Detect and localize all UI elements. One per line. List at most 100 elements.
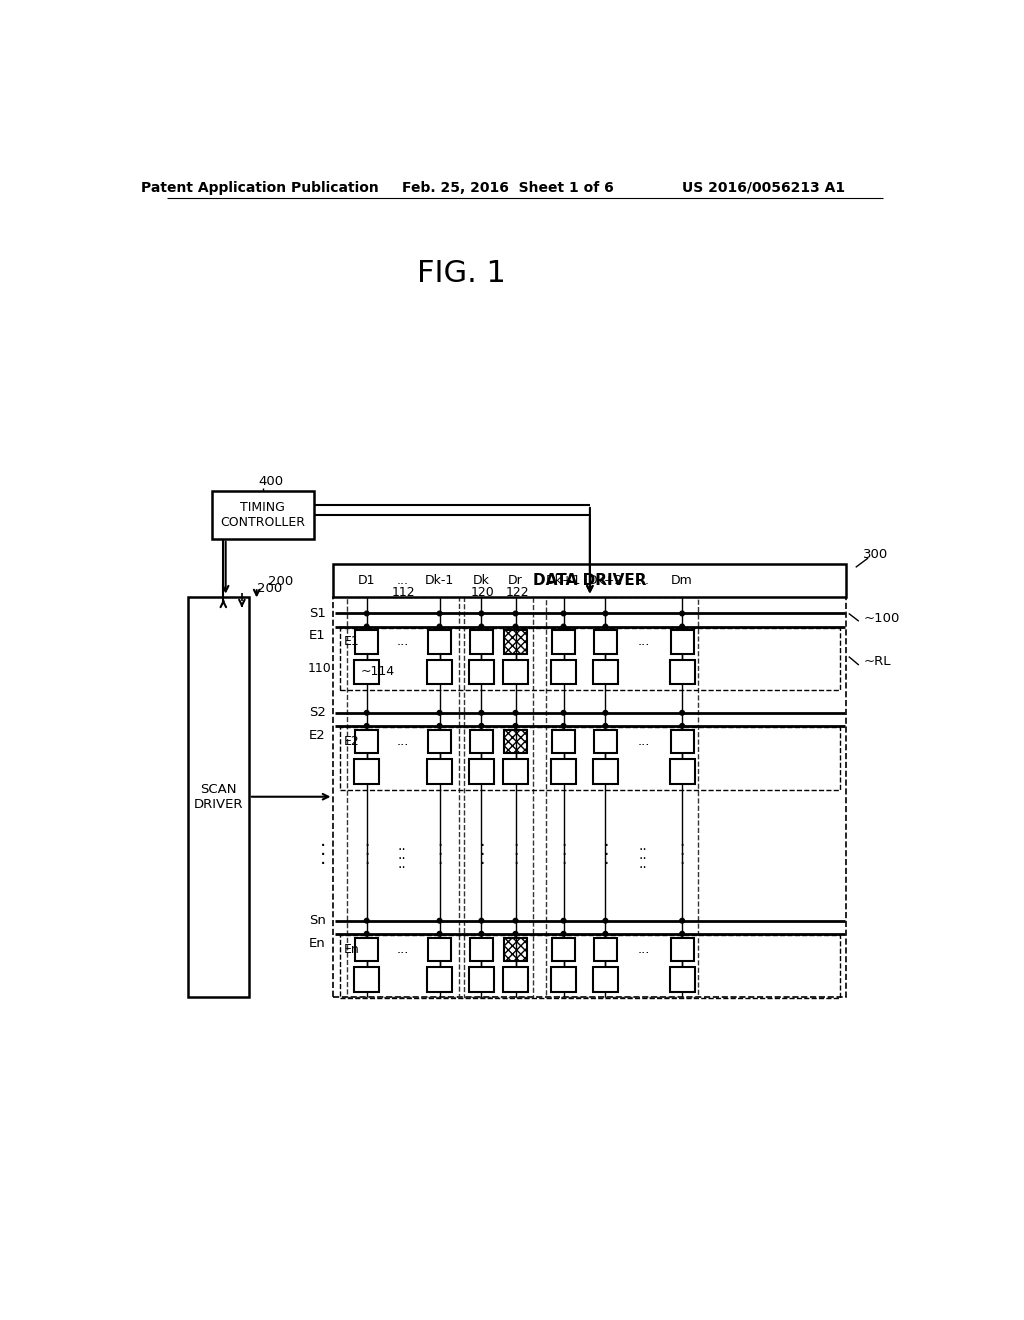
Text: ~RL: ~RL xyxy=(863,655,891,668)
Text: 112: 112 xyxy=(391,586,415,599)
Bar xyxy=(546,597,697,997)
Circle shape xyxy=(561,932,566,936)
Circle shape xyxy=(437,710,442,715)
Bar xyxy=(594,937,617,961)
Circle shape xyxy=(437,932,442,936)
Bar xyxy=(427,660,452,684)
Bar xyxy=(504,631,527,653)
Bar xyxy=(470,730,493,752)
Bar xyxy=(469,759,494,784)
Text: TIMING
CONTROLLER: TIMING CONTROLLER xyxy=(220,500,305,529)
Circle shape xyxy=(513,624,518,628)
Text: ..: .. xyxy=(398,849,407,862)
Text: ·: · xyxy=(365,855,370,874)
Text: ·: · xyxy=(479,846,484,865)
Text: 122: 122 xyxy=(505,586,528,599)
Bar xyxy=(355,631,378,653)
Text: 110: 110 xyxy=(308,663,332,676)
Text: 120: 120 xyxy=(471,586,495,599)
Circle shape xyxy=(513,611,518,615)
Text: ·: · xyxy=(603,837,608,855)
Circle shape xyxy=(603,624,607,628)
Text: ·: · xyxy=(513,846,518,865)
Text: S2: S2 xyxy=(309,706,326,719)
Bar xyxy=(504,937,527,961)
Text: ...: ... xyxy=(396,735,409,748)
Text: DATA DRIVER: DATA DRIVER xyxy=(534,573,646,587)
Bar xyxy=(470,631,493,653)
Text: ...: ... xyxy=(396,942,409,956)
Circle shape xyxy=(437,624,442,628)
Bar xyxy=(670,660,694,684)
Text: Sn: Sn xyxy=(309,915,326,927)
Text: Dr: Dr xyxy=(508,574,523,587)
Text: ~114: ~114 xyxy=(360,665,394,678)
Bar xyxy=(551,759,575,784)
Circle shape xyxy=(479,919,483,923)
Text: ...: ... xyxy=(637,735,649,748)
Bar xyxy=(464,597,534,997)
Text: ·: · xyxy=(437,855,442,874)
Text: ~100: ~100 xyxy=(863,611,900,624)
Circle shape xyxy=(680,932,684,936)
Circle shape xyxy=(365,624,369,628)
Bar xyxy=(427,759,452,784)
Bar xyxy=(671,631,693,653)
Text: ...: ... xyxy=(396,635,409,648)
Text: 400: 400 xyxy=(258,475,284,488)
Bar xyxy=(469,660,494,684)
Circle shape xyxy=(365,723,369,729)
Text: ...: ... xyxy=(396,574,409,587)
Text: E2: E2 xyxy=(309,729,326,742)
Bar xyxy=(340,727,841,789)
Bar xyxy=(504,730,527,752)
Text: Dm: Dm xyxy=(672,574,693,587)
Text: 200: 200 xyxy=(268,574,294,587)
Bar xyxy=(503,660,528,684)
Circle shape xyxy=(603,710,607,715)
Circle shape xyxy=(479,710,483,715)
Circle shape xyxy=(437,919,442,923)
Text: Dk+1: Dk+1 xyxy=(546,574,582,587)
Circle shape xyxy=(437,611,442,615)
Text: ·: · xyxy=(603,846,608,865)
Text: Patent Application Publication: Patent Application Publication xyxy=(141,181,379,194)
Text: E1: E1 xyxy=(344,635,360,648)
Circle shape xyxy=(513,723,518,729)
Text: ·: · xyxy=(561,846,566,865)
Text: ·: · xyxy=(680,846,685,865)
Bar xyxy=(354,660,379,684)
Bar xyxy=(354,759,379,784)
Text: ·: · xyxy=(319,837,326,855)
Circle shape xyxy=(365,932,369,936)
Bar xyxy=(670,966,694,991)
Circle shape xyxy=(603,611,607,615)
Text: SCAN
DRIVER: SCAN DRIVER xyxy=(194,783,244,810)
Text: Dk-1: Dk-1 xyxy=(425,574,455,587)
Circle shape xyxy=(680,624,684,628)
Bar xyxy=(355,937,378,961)
Circle shape xyxy=(680,710,684,715)
Text: ...: ... xyxy=(637,574,649,587)
Circle shape xyxy=(561,624,566,628)
Bar xyxy=(551,966,575,991)
Text: ·: · xyxy=(319,855,326,874)
Bar xyxy=(188,597,249,997)
Text: ..: .. xyxy=(639,840,648,853)
Circle shape xyxy=(561,710,566,715)
Text: S1: S1 xyxy=(309,607,326,620)
Circle shape xyxy=(680,723,684,729)
Bar xyxy=(671,937,693,961)
Text: E1: E1 xyxy=(309,630,326,643)
Bar xyxy=(593,660,617,684)
Bar xyxy=(470,937,493,961)
Text: ·: · xyxy=(479,855,484,874)
Circle shape xyxy=(365,919,369,923)
Text: ·: · xyxy=(680,855,685,874)
Circle shape xyxy=(680,611,684,615)
Text: 200: 200 xyxy=(257,582,282,595)
Bar xyxy=(428,631,452,653)
Text: ·: · xyxy=(561,855,566,874)
Bar xyxy=(354,966,379,991)
Text: ·: · xyxy=(365,837,370,855)
